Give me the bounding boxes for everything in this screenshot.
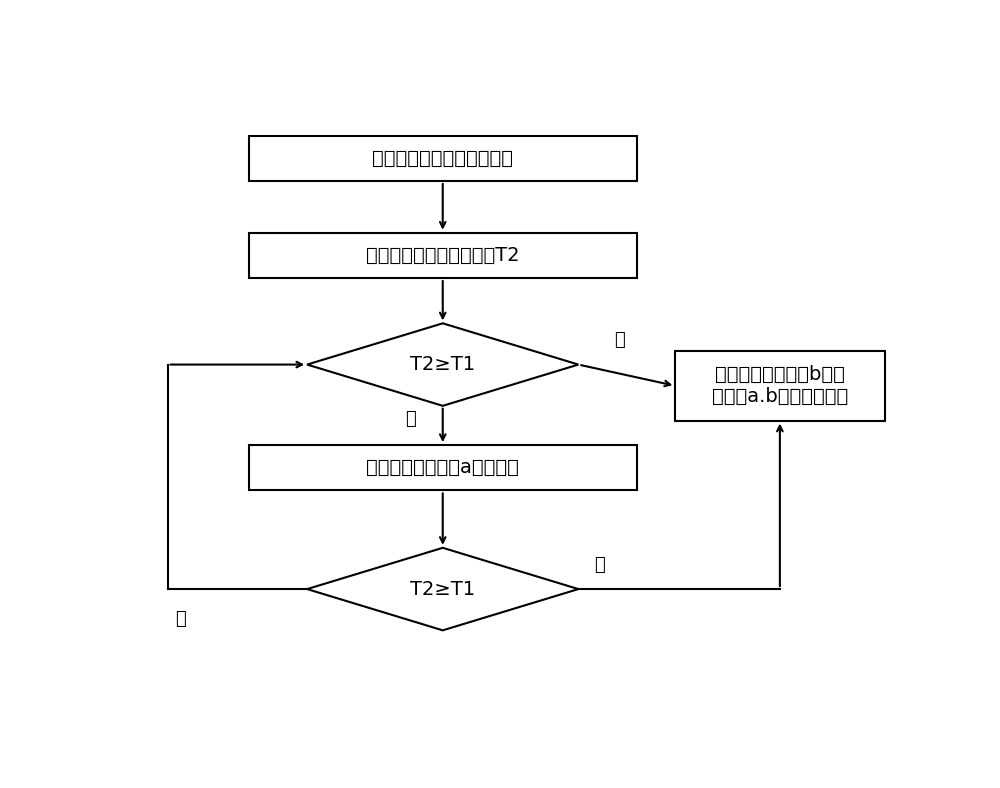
Polygon shape xyxy=(307,323,578,406)
Text: 是: 是 xyxy=(614,332,624,349)
Text: T2≥T1: T2≥T1 xyxy=(410,579,475,599)
Text: 否: 否 xyxy=(405,411,416,429)
Text: T2≥T1: T2≥T1 xyxy=(410,355,475,374)
Polygon shape xyxy=(307,548,578,630)
Bar xyxy=(249,136,637,181)
Bar xyxy=(675,351,885,421)
Text: 采集冷却液初始入口温度T2: 采集冷却液初始入口温度T2 xyxy=(366,246,520,265)
Text: 是: 是 xyxy=(594,556,605,574)
Text: 冷却液由冷却回路b或冷
却回路a.b同时进行循环: 冷却液由冷却回路b或冷 却回路a.b同时进行循环 xyxy=(712,366,848,407)
Bar xyxy=(249,232,637,278)
Bar xyxy=(249,445,637,490)
Text: 冷却液由冷却回路a进行循环: 冷却液由冷却回路a进行循环 xyxy=(366,458,519,478)
Text: 否: 否 xyxy=(175,610,186,628)
Text: 燃料电池接受指令开始启动: 燃料电池接受指令开始启动 xyxy=(372,149,513,168)
